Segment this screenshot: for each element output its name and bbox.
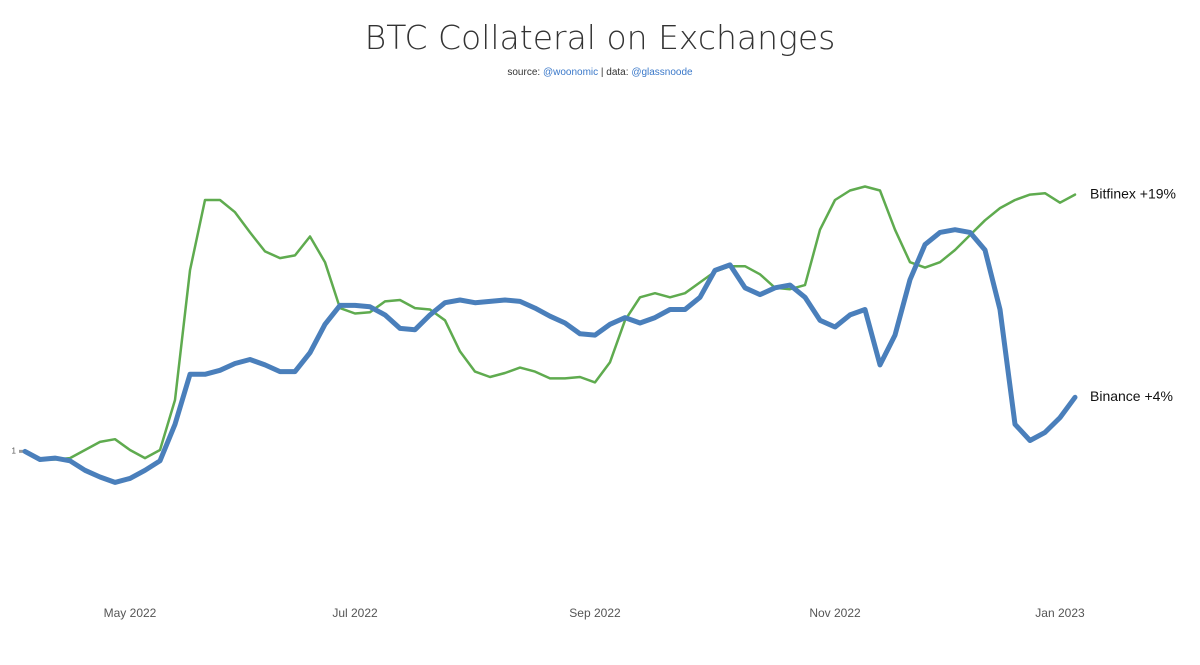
- source-link[interactable]: @woonomic: [542, 67, 599, 78]
- x-tick-label: Sep 2022: [569, 606, 621, 620]
- data-link[interactable]: @glassnoode: [631, 67, 693, 78]
- series-end-label: Bitfinex +19%: [1090, 185, 1176, 201]
- x-tick-label: Jul 2022: [332, 606, 378, 620]
- series-line: [22, 227, 1078, 485]
- chart-title: BTC Collateral on Exchanges: [364, 18, 836, 57]
- data-label: | data:: [600, 67, 629, 78]
- y-tick-label: 1: [12, 446, 17, 455]
- x-tick-label: Jan 2023: [1035, 606, 1085, 620]
- x-tick-label: May 2022: [104, 606, 157, 620]
- source-label: source:: [507, 67, 541, 78]
- x-tick-label: Nov 2022: [809, 606, 861, 620]
- series-end-label: Binance +4%: [1090, 388, 1173, 404]
- chart-subtitle: source: @woonomic | data: @glassnoode: [0, 67, 1200, 78]
- series-line: [23, 185, 1077, 461]
